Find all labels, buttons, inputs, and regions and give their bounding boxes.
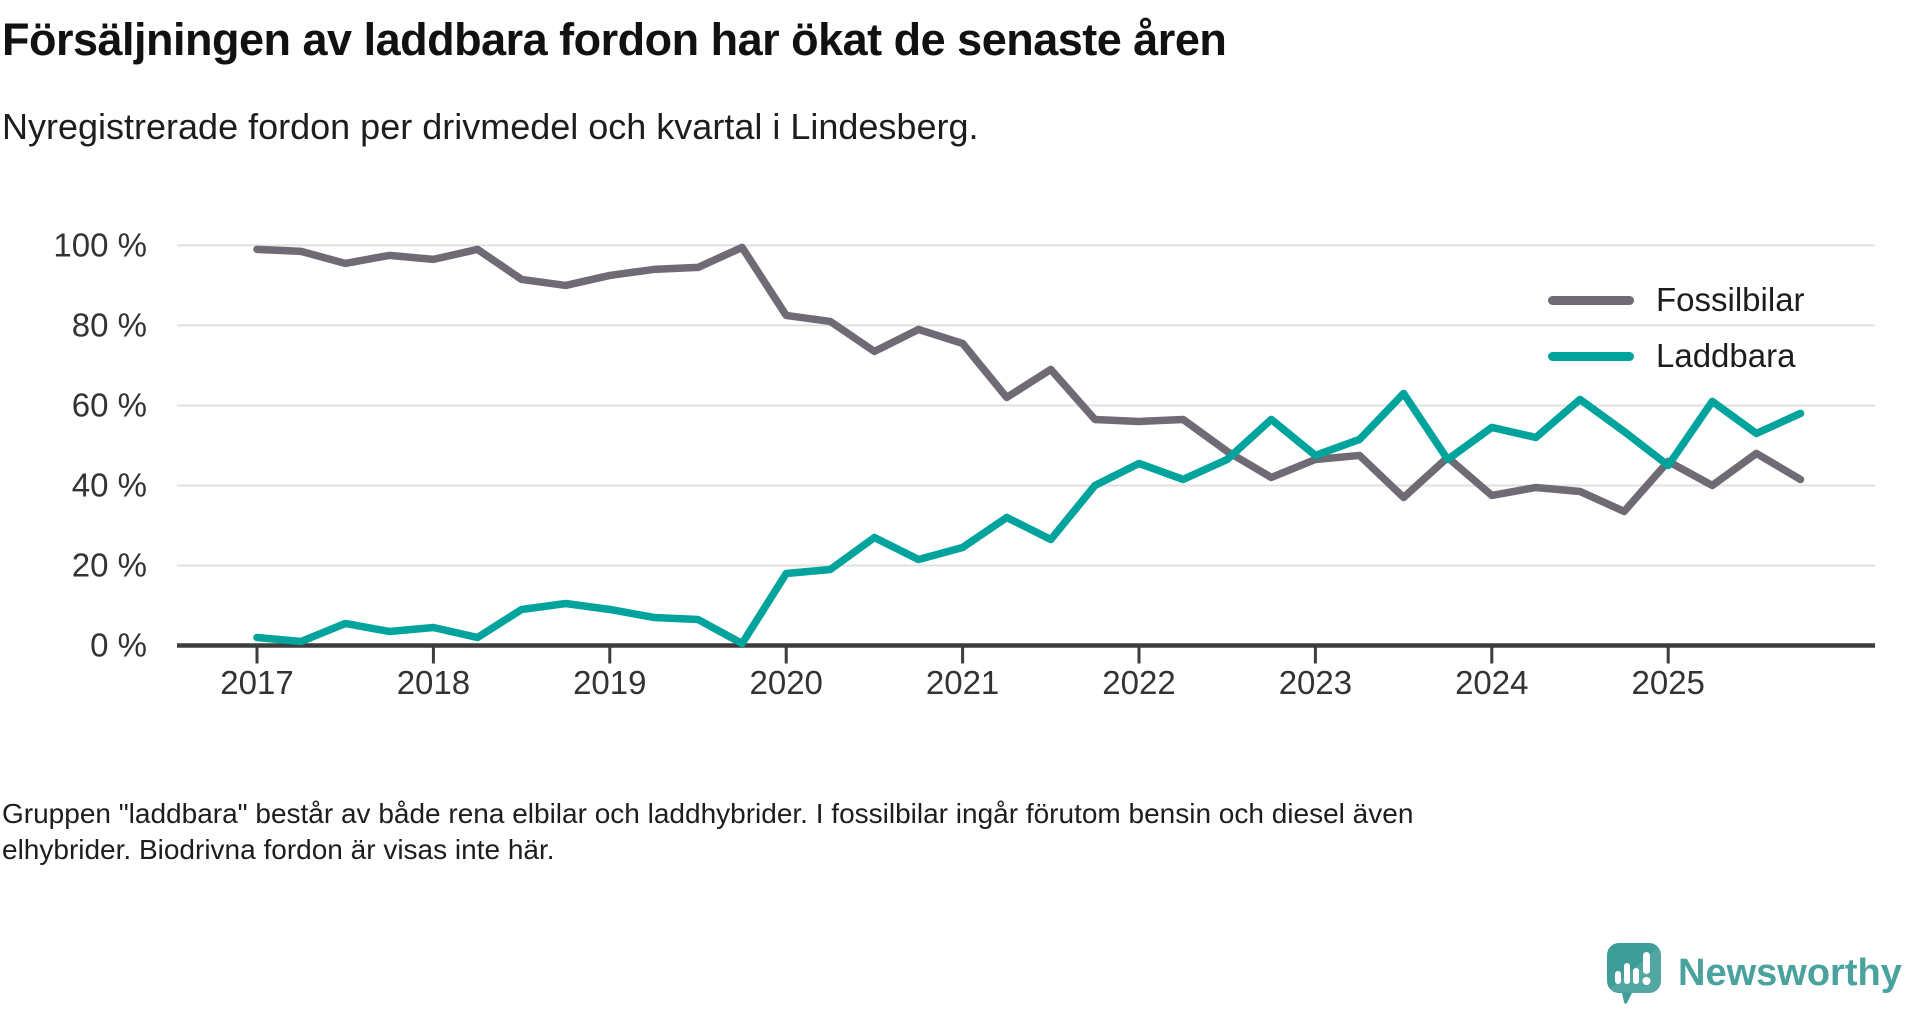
chart-subtitle: Nyregistrerade fordon per drivmedel och … (2, 106, 979, 147)
footnote-line-1: Gruppen "laddbara" består av både rena e… (2, 798, 1414, 829)
fossilbilar-line-swatch (1548, 295, 1634, 305)
legend-item-fossilbilar: Fossilbilar (1548, 281, 1805, 319)
laddbara-line-swatch (1548, 351, 1634, 361)
page-title: Försäljningen av laddbara fordon har öka… (2, 14, 1227, 65)
y-tick-label-80: 80 % (72, 306, 147, 343)
newsworthy-logo: Newsworthy (1606, 942, 1902, 1004)
series-line-fossilbilar (253, 243, 1805, 516)
series-line-laddbara (253, 389, 1805, 648)
y-tick-label-0: 0 % (90, 627, 147, 664)
chart-footnote: Gruppen "laddbara" består av både rena e… (2, 796, 1602, 868)
legend-label-fossilbilar: Fossilbilar (1656, 281, 1805, 318)
x-tick-label-2024: 2024 (1455, 664, 1528, 701)
x-tick-label-2022: 2022 (1102, 664, 1175, 701)
newsworthy-logo-text: Newsworthy (1678, 951, 1902, 994)
x-tick-label-2017: 2017 (220, 664, 293, 701)
y-tick-label-60: 60 % (72, 386, 147, 423)
x-tick-label-2025: 2025 (1631, 664, 1704, 701)
x-tick-label-2023: 2023 (1279, 664, 1352, 701)
x-tick-label-2018: 2018 (397, 664, 470, 701)
x-tick-label-2020: 2020 (749, 664, 822, 701)
x-tick-label-2019: 2019 (573, 664, 646, 701)
x-tick-label-2021: 2021 (926, 664, 999, 701)
legend-label-laddbara: Laddbara (1656, 337, 1796, 374)
footnote-line-2: elhybrider. Biodrivna fordon är visas in… (2, 834, 555, 865)
y-tick-label-20: 20 % (72, 546, 147, 583)
y-tick-label-40: 40 % (72, 466, 147, 503)
y-tick-label-100: 100 % (53, 226, 147, 263)
newsworthy-logo-icon (1607, 943, 1661, 1004)
legend-item-laddbara: Laddbara (1548, 337, 1795, 375)
